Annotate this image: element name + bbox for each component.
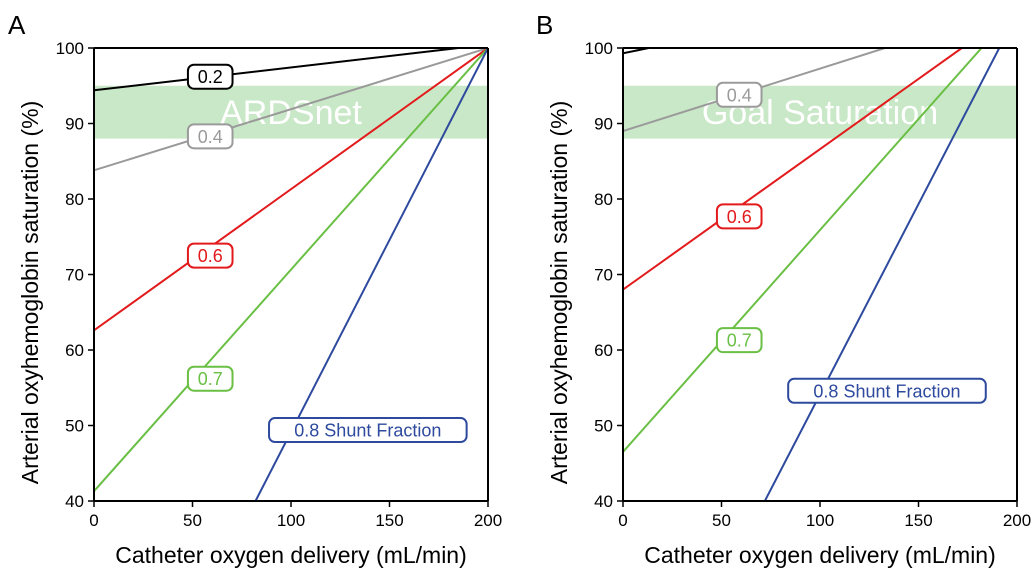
series-line-0-2 — [94, 48, 488, 92]
x-tick-label: 100 — [806, 511, 834, 530]
series-label-text: 0.7 — [198, 369, 223, 389]
y-tick-label: 80 — [65, 190, 84, 209]
series-label-text: 0.8 Shunt Fraction — [813, 381, 960, 401]
series-label-0-7: 0.7 — [715, 327, 763, 354]
series-label-text: 0.4 — [727, 85, 752, 105]
y-tick-label: 50 — [594, 417, 613, 436]
goal-band — [623, 85, 1017, 139]
y-tick-label: 90 — [594, 115, 613, 134]
x-tick-label: 0 — [618, 511, 627, 530]
series-line-0-8 — [763, 48, 1001, 501]
x-tick-label: 0 — [89, 511, 98, 530]
x-tick-label: 200 — [474, 511, 502, 530]
y-tick-label: 70 — [65, 266, 84, 285]
label-box — [715, 203, 763, 230]
y-axis-title: Arterial oxyhemoglobin saturation (%) — [17, 101, 43, 485]
y-tick-label: 100 — [56, 39, 84, 58]
series-label-text: 0.2 — [198, 67, 223, 87]
series-label-0-6: 0.6 — [186, 242, 234, 269]
series-label-text: 0.7 — [727, 331, 752, 351]
x-tick-label: 150 — [904, 511, 932, 530]
x-axis-title: Catheter oxygen delivery (mL/min) — [115, 542, 467, 568]
label-box — [715, 81, 763, 108]
label-box — [186, 63, 234, 90]
y-tick-label: 90 — [65, 115, 84, 134]
panel-letter: B — [536, 10, 553, 40]
label-box — [787, 377, 987, 404]
series-label-text: 0.8 Shunt Fraction — [294, 421, 441, 441]
series-label-0-6: 0.6 — [715, 203, 763, 230]
band-label: ARDSnet — [220, 94, 362, 132]
series-line-0-6 — [94, 48, 488, 332]
y-tick-label: 40 — [594, 492, 613, 511]
series-line-0-4 — [94, 48, 488, 172]
series-line-0-7 — [94, 48, 488, 492]
label-box — [186, 123, 234, 150]
series-label-0-8: 0.8 Shunt Fraction — [787, 377, 987, 404]
series-label-text: 0.6 — [198, 246, 223, 266]
series-label-text: 0.4 — [198, 127, 223, 147]
y-tick-label: 80 — [594, 190, 613, 209]
series-line-0-7 — [623, 48, 983, 453]
x-tick-label: 100 — [277, 511, 305, 530]
series-line-0-6 — [623, 48, 963, 291]
panel-letter: A — [8, 10, 26, 40]
y-tick-label: 40 — [65, 492, 84, 511]
y-tick-label: 50 — [65, 417, 84, 436]
x-axis-title: Catheter oxygen delivery (mL/min) — [644, 542, 996, 568]
panel-a: ARDSnet 0.2 0.4 0.6 0.7 0.8 Shunt Fraction 0 50… — [8, 10, 502, 568]
label-box — [715, 327, 763, 354]
label-box — [186, 365, 234, 392]
y-tick-label: 70 — [594, 266, 613, 285]
x-tick-label: 50 — [183, 511, 202, 530]
series-label-0-2: 0.2 — [186, 63, 234, 90]
series-label-0-4: 0.4 — [715, 81, 763, 108]
series-label-0-4: 0.4 — [186, 123, 234, 150]
x-tick-label: 150 — [375, 511, 403, 530]
y-tick-label: 60 — [594, 341, 613, 360]
label-box — [186, 242, 234, 269]
y-axis-title: Arterial oxyhemoglobin saturation (%) — [546, 101, 572, 485]
y-tick-label: 100 — [585, 39, 613, 58]
series-label-text: 0.6 — [727, 207, 752, 227]
x-tick-label: 50 — [712, 511, 731, 530]
label-box — [268, 417, 468, 444]
y-tick-label: 60 — [65, 341, 84, 360]
series-label-0-8: 0.8 Shunt Fraction — [268, 417, 468, 444]
x-tick-label: 200 — [1003, 511, 1031, 530]
series-label-0-7: 0.7 — [186, 365, 234, 392]
